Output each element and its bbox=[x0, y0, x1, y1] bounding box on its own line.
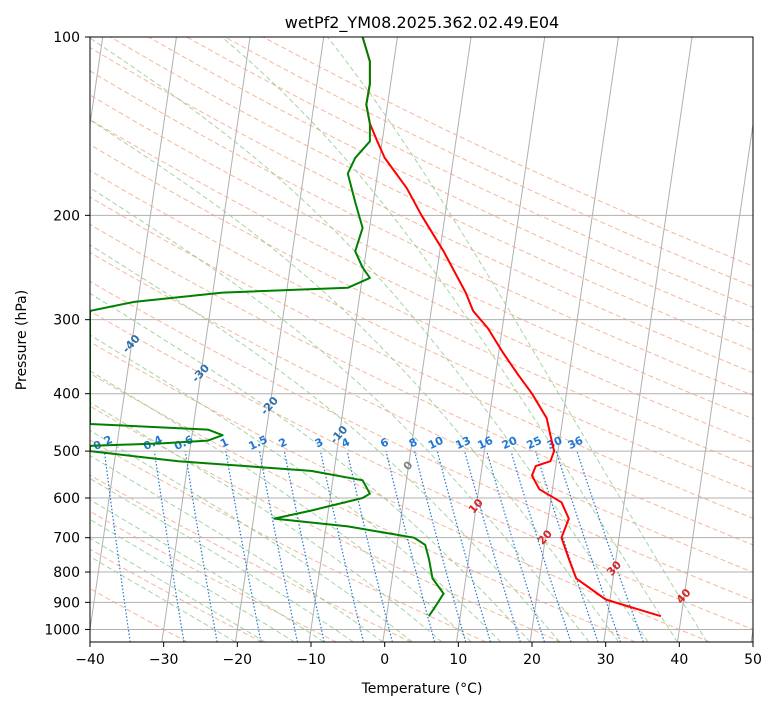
mixing-ratio-line bbox=[413, 450, 467, 642]
moist-adiabat-line bbox=[90, 555, 236, 642]
y-tick-label: 1000 bbox=[44, 622, 80, 638]
mixing-ratio-line bbox=[385, 450, 436, 642]
x-tick-label: 30 bbox=[597, 652, 615, 668]
plot-frame bbox=[89, 36, 754, 643]
moist-adiabat-line bbox=[90, 334, 502, 642]
x-tick-label: −20 bbox=[223, 652, 253, 668]
x-tick-label: −10 bbox=[296, 652, 326, 668]
y-tick-label: 800 bbox=[53, 565, 80, 581]
pressure-gridlines bbox=[90, 37, 753, 630]
isotherm-line bbox=[382, 37, 472, 642]
moist-adiabat-line bbox=[90, 37, 649, 642]
mixing-ratio-line bbox=[436, 450, 491, 642]
y-tick-label: 900 bbox=[53, 595, 80, 611]
mixing-ratio-label: 25 bbox=[524, 434, 543, 452]
y-tick-label: 700 bbox=[53, 531, 80, 547]
moist-adiabat-line bbox=[90, 370, 472, 642]
isotherm-lines bbox=[90, 37, 753, 642]
dewpoint-profile-line bbox=[90, 37, 445, 617]
mixing-ratio-line bbox=[486, 450, 546, 642]
mixing-ratio-label: 30 bbox=[545, 434, 565, 452]
isotherm-line bbox=[456, 37, 546, 642]
dry-adiabat-line bbox=[90, 118, 753, 444]
dry-adiabat-line bbox=[90, 310, 753, 630]
dry-adiabat-line bbox=[90, 280, 753, 601]
mixing-ratio-line bbox=[283, 450, 325, 642]
moist-adiabat-line bbox=[221, 37, 678, 642]
mixing-ratio-line bbox=[510, 450, 572, 642]
moist-adiabat-line bbox=[327, 37, 708, 642]
y-axis-title: Pressure (hPa) bbox=[14, 290, 30, 390]
mixing-ratio-line bbox=[464, 450, 521, 642]
isotherm-line bbox=[603, 37, 693, 642]
dry-adiabat-line bbox=[90, 372, 636, 642]
x-axis-title: Temperature (°C) bbox=[361, 681, 483, 697]
x-tick-label: 0 bbox=[380, 652, 389, 668]
plot-area: -100-90-80-70-60-50-40-30-20-10010203040… bbox=[90, 37, 753, 642]
x-tick-label: 20 bbox=[523, 652, 541, 668]
temperature-profile-line bbox=[361, 37, 662, 618]
dry-adiabat-line bbox=[90, 144, 753, 468]
moist-adiabat-line bbox=[90, 477, 354, 642]
x-tick-label: 50 bbox=[744, 652, 762, 668]
y-tick-label: 200 bbox=[53, 208, 80, 224]
moist-adiabat-line bbox=[90, 518, 295, 642]
moist-adiabat-line bbox=[90, 119, 619, 642]
dry-adiabat-line bbox=[90, 94, 753, 420]
dry-adiabat-line bbox=[90, 548, 262, 642]
mixing-ratio-line bbox=[555, 450, 622, 642]
x-tick-label: 10 bbox=[449, 652, 467, 668]
mixing-ratio-line bbox=[319, 450, 365, 642]
mixing-ratio-line bbox=[576, 450, 644, 642]
y-tick-label: 400 bbox=[53, 387, 80, 403]
moist-adiabat-line bbox=[90, 429, 413, 642]
mixing-ratio-label: 20 bbox=[500, 434, 520, 452]
chart-title: wetPf2_YM08.2025.362.02.49.E04 bbox=[285, 13, 559, 33]
x-axis-ticks: −40 −30 −20 −10 0 10 20 30 40 50 bbox=[75, 642, 762, 668]
x-tick-label: 40 bbox=[670, 652, 688, 668]
dry-adiabat-line bbox=[90, 46, 753, 374]
mixing-ratio-label: 10 bbox=[426, 434, 446, 452]
dry-adiabat-line bbox=[90, 251, 753, 573]
moist-adiabat-lines bbox=[90, 37, 708, 642]
mixing-ratio-label: 36 bbox=[566, 434, 586, 452]
mixing-ratio-label: 13 bbox=[453, 434, 472, 452]
mixing-ratio-line bbox=[346, 450, 393, 642]
isotherm-line bbox=[677, 120, 753, 642]
moist-adiabat-line bbox=[90, 292, 531, 642]
isotherm-line bbox=[308, 37, 398, 642]
dry-adiabat-line bbox=[90, 439, 487, 642]
isotherm-line bbox=[90, 37, 177, 633]
mixing-ratio-label: 16 bbox=[476, 434, 496, 452]
x-tick-label: −40 bbox=[75, 652, 105, 668]
y-tick-label: 500 bbox=[53, 444, 80, 460]
y-axis-ticks: 1000 900 800 700 600 500 400 300 200 100 bbox=[44, 30, 90, 638]
y-tick-label: 100 bbox=[53, 30, 80, 46]
moist-adiabat-line bbox=[90, 401, 443, 642]
isotherm-line bbox=[235, 37, 325, 642]
dry-adiabat-line bbox=[90, 196, 753, 519]
moist-adiabat-line bbox=[90, 244, 560, 642]
y-tick-label: 600 bbox=[53, 491, 80, 507]
mixing-ratio-line bbox=[259, 450, 298, 642]
moist-adiabat-line bbox=[90, 187, 590, 642]
moist-adiabat-line bbox=[90, 454, 384, 642]
mixing-ratio-lines bbox=[103, 450, 644, 642]
dry-adiabat-line bbox=[90, 70, 753, 396]
x-tick-label: −30 bbox=[149, 652, 179, 668]
isotherm-line bbox=[161, 37, 251, 642]
moist-adiabat-line bbox=[90, 537, 266, 642]
y-tick-label: 300 bbox=[53, 313, 80, 329]
profile-series bbox=[90, 37, 662, 618]
dry-adiabat-line bbox=[90, 341, 711, 642]
